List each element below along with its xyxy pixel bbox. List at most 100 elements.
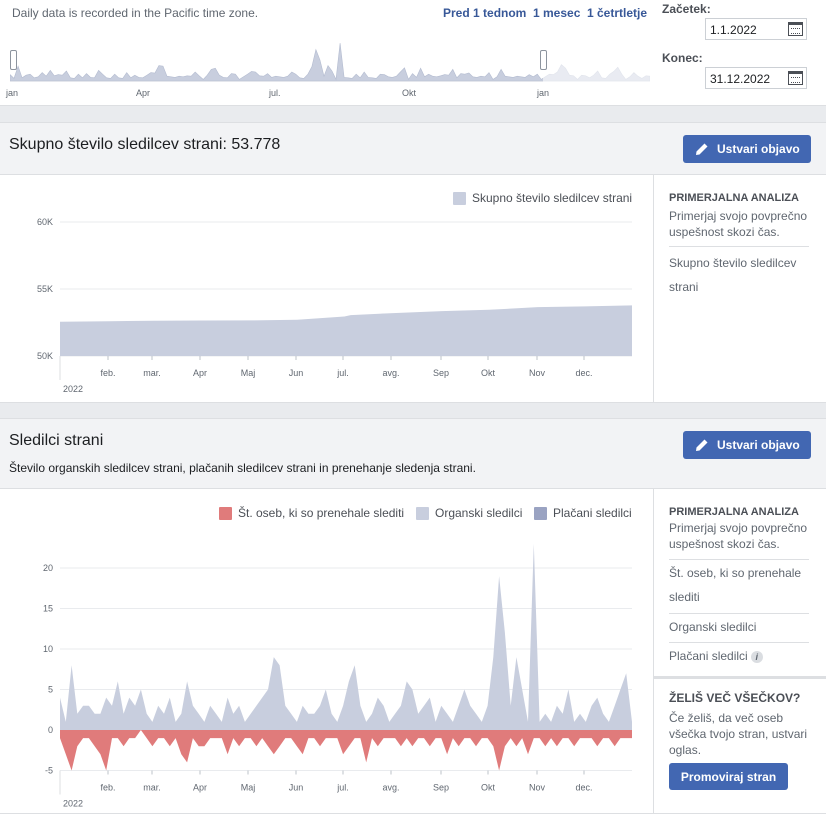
page-followers-title: Sledilci strani bbox=[9, 432, 104, 449]
page-followers-header: Sledilci strani Število organskih sledil… bbox=[0, 418, 826, 489]
legend-total-followers[interactable]: Skupno število sledilcev strani bbox=[453, 191, 632, 205]
info-icon[interactable]: i bbox=[750, 650, 763, 663]
x-tick-label: Okt bbox=[481, 783, 496, 793]
promo-heading: ŽELIŠ VEČ VŠEČKOV? bbox=[669, 691, 801, 705]
date-range-panel: Daily data is recorded in the Pacific ti… bbox=[0, 0, 826, 106]
create-post-label: Ustvari objavo bbox=[717, 438, 800, 452]
y-tick-label: -5 bbox=[45, 766, 53, 776]
create-post-button[interactable]: Ustvari objavo bbox=[683, 135, 811, 163]
overview-month-label: Apr bbox=[136, 88, 151, 98]
overview-timeline[interactable] bbox=[10, 34, 650, 84]
range-one-month-link[interactable]: 1 mesec bbox=[533, 6, 581, 20]
start-date-field[interactable]: 1.1.2022 bbox=[705, 18, 807, 40]
year-label: 2022 bbox=[63, 799, 83, 809]
total-followers-panel: Skupno število sledilcev strani 60K 55K 50… bbox=[0, 175, 826, 403]
legend-label: Skupno število sledilcev strani bbox=[472, 191, 633, 205]
pencil-icon bbox=[696, 439, 708, 451]
series-area bbox=[60, 730, 632, 771]
start-date-value: 1.1.2022 bbox=[710, 23, 757, 37]
range-one-quarter-link[interactable]: 1 četrtletje bbox=[587, 6, 648, 20]
x-tick-label: mar. bbox=[143, 783, 161, 793]
total-followers-header: Skupno število sledilcev strani: 53.778 … bbox=[0, 122, 826, 175]
overview-month-label: jul. bbox=[269, 88, 281, 98]
promote-page-button[interactable]: Promoviraj stran bbox=[669, 763, 788, 790]
benchmark-item-paid-label: Plačani sledilci bbox=[669, 649, 748, 663]
legend-unfollows[interactable]: Št. oseb, ki so prenehale slediti bbox=[219, 506, 404, 520]
x-tick-label: Maj bbox=[241, 368, 256, 378]
x-tick-label: feb. bbox=[100, 368, 115, 378]
total-followers-area bbox=[60, 305, 632, 356]
divider bbox=[669, 559, 809, 560]
divider bbox=[669, 246, 809, 247]
end-date-value: 31.12.2022 bbox=[710, 72, 771, 86]
x-tick-label: Okt bbox=[481, 368, 496, 378]
x-tick-label: Apr bbox=[193, 783, 207, 793]
benchmark-text: Primerjaj svojo povprečno uspešnost skoz… bbox=[669, 209, 808, 239]
benchmark-heading: PRIMERJALNA ANALIZA bbox=[669, 192, 799, 204]
x-tick-label: Maj bbox=[241, 783, 256, 793]
x-tick-label: Nov bbox=[529, 368, 546, 378]
y-tick-label: 50K bbox=[37, 351, 53, 361]
x-tick-label: Apr bbox=[193, 368, 207, 378]
year-label: 2022 bbox=[63, 384, 83, 394]
x-tick-label: jul. bbox=[336, 368, 349, 378]
x-tick-label: Sep bbox=[433, 783, 449, 793]
benchmark-sidebar: PRIMERJALNA ANALIZA Primerjaj svojo povp… bbox=[653, 175, 826, 402]
legend-label: Organski sledilci bbox=[435, 506, 523, 520]
range-handle-right[interactable] bbox=[540, 50, 547, 70]
y-tick-label: 10 bbox=[43, 644, 53, 654]
x-tick-label: Nov bbox=[529, 783, 546, 793]
legend-label: Plačani sledilci bbox=[553, 506, 632, 520]
timezone-note: Daily data is recorded in the Pacific ti… bbox=[12, 6, 259, 20]
y-tick-label: 20 bbox=[43, 563, 53, 573]
x-tick-label: Sep bbox=[433, 368, 449, 378]
legend-swatch bbox=[416, 506, 429, 520]
x-tick-label: Jun bbox=[289, 783, 304, 793]
legend-paid[interactable]: Plačani sledilci bbox=[534, 506, 632, 520]
x-tick-label: feb. bbox=[100, 783, 115, 793]
create-post-button[interactable]: Ustvari objavo bbox=[683, 431, 811, 459]
y-tick-label: 5 bbox=[48, 685, 53, 695]
x-tick-label: dec. bbox=[575, 368, 592, 378]
y-tick-label: 55K bbox=[37, 284, 53, 294]
benchmark-item-organic[interactable]: Organski sledilci bbox=[669, 620, 757, 634]
legend-swatch bbox=[219, 506, 232, 520]
pencil-icon bbox=[696, 143, 708, 155]
total-followers-title: Skupno število sledilcev strani: 53.778 bbox=[9, 136, 281, 153]
end-date-field[interactable]: 31.12.2022 bbox=[705, 67, 807, 89]
end-date-label: Konec: bbox=[662, 51, 703, 65]
page-followers-description: Število organskih sledilcev strani, plač… bbox=[9, 461, 476, 475]
x-tick-label: Jun bbox=[289, 368, 304, 378]
benchmark-text: Primerjaj svojo povprečno uspešnost skoz… bbox=[669, 521, 808, 551]
y-tick-label: 15 bbox=[43, 604, 53, 614]
x-tick-label: mar. bbox=[143, 368, 161, 378]
overview-month-label: jan bbox=[537, 88, 550, 98]
y-tick-label: 60K bbox=[37, 217, 53, 227]
legend-swatch bbox=[534, 506, 547, 520]
x-tick-label: dec. bbox=[575, 783, 592, 793]
benchmark-item-total-followers[interactable]: Skupno število sledilcev strani bbox=[669, 256, 797, 294]
calendar-icon[interactable] bbox=[788, 71, 803, 85]
benchmark-heading: PRIMERJALNA ANALIZA bbox=[669, 506, 799, 518]
legend-label: Št. oseb, ki so prenehale slediti bbox=[238, 506, 405, 520]
benchmark-sidebar: PRIMERJALNA ANALIZA Primerjaj svojo povp… bbox=[653, 489, 826, 813]
y-tick-label: 0 bbox=[48, 725, 53, 735]
calendar-icon[interactable] bbox=[788, 22, 803, 36]
divider bbox=[654, 676, 826, 679]
divider bbox=[669, 642, 809, 643]
benchmark-item-unfollows[interactable]: Št. oseb, ki so prenehale slediti bbox=[669, 566, 802, 604]
range-last-week-link[interactable]: Pred 1 tednom bbox=[443, 6, 527, 20]
promo-text: Če želiš, da več oseb všečka tvojo stran… bbox=[669, 711, 808, 757]
legend-organic[interactable]: Organski sledilci bbox=[416, 506, 522, 520]
benchmark-item-paid[interactable]: Plačani sledilci i bbox=[669, 646, 819, 666]
page-followers-chart[interactable]: 20 15 10 5 0 -5 feb. mar. Apr Maj Jun jul. avg. Sep Ok… bbox=[0, 489, 650, 814]
x-tick-label: jul. bbox=[336, 783, 349, 793]
divider bbox=[669, 613, 809, 614]
series-area bbox=[60, 543, 632, 730]
start-date-label: Začetek: bbox=[662, 2, 711, 16]
page-followers-panel: Št. oseb, ki so prenehale slediti Organs… bbox=[0, 489, 826, 814]
legend-swatch bbox=[453, 191, 466, 205]
overview-month-label: Okt bbox=[402, 88, 417, 98]
total-followers-chart[interactable]: 60K 55K 50K feb. mar. Apr Maj Jun jul. avg. Sep Okt… bbox=[0, 175, 650, 403]
range-handle-left[interactable] bbox=[10, 50, 17, 70]
